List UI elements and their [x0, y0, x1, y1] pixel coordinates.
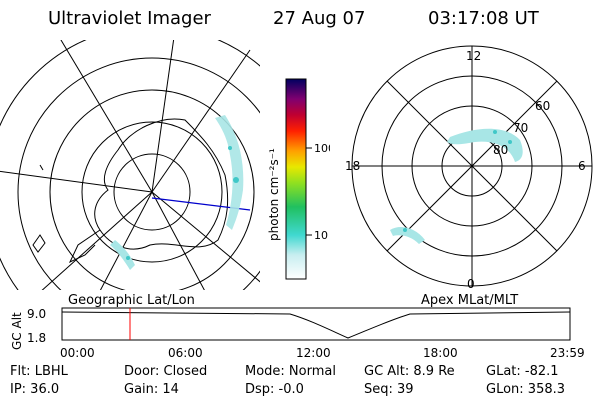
altitude-plot: GC Alt 9.0 1.8	[10, 307, 571, 350]
status-door: Door: Closed	[124, 364, 208, 379]
lat-circle-80	[113, 153, 191, 231]
status-seq: Seq: 39	[364, 382, 414, 397]
time-tick-2359: 23:59	[550, 346, 585, 360]
alt-tick-9: 9.0	[27, 307, 46, 321]
colorbar-unit-label: photon cm⁻²s⁻¹	[267, 148, 281, 241]
geo-panel-label: Geographic Lat/Lon	[68, 293, 195, 308]
mag-panel-label: Apex MLat/MLT	[421, 293, 519, 308]
mlat-label-80: 80	[493, 143, 508, 157]
status-gain: Gain: 14	[124, 382, 179, 397]
status-flt: Flt: LBHL	[10, 364, 68, 379]
lat-circle-50	[17, 57, 260, 290]
status-dsp: Dsp: -0.0	[245, 382, 304, 397]
status-ip: IP: 36.0	[10, 382, 60, 397]
altitude-curve	[61, 311, 571, 339]
instrument-title: Ultraviolet Imager	[48, 8, 211, 29]
time-tick-0000: 00:00	[60, 346, 95, 360]
time-tick-0600: 06:00	[168, 346, 203, 360]
time-label: 03:17:08 UT	[428, 8, 539, 29]
mlt-label-18: 18	[345, 159, 360, 173]
mlat-label-60: 60	[535, 99, 550, 113]
time-tick-1200: 12:00	[296, 346, 331, 360]
status-glat: GLat: -82.1	[486, 364, 559, 379]
altitude-axis-label: GC Alt	[10, 312, 24, 350]
lat-circle-70	[81, 121, 223, 263]
mlt-label-12: 12	[466, 49, 481, 63]
status-gc-alt: GC Alt: 8.9 Re	[364, 364, 455, 379]
date-label: 27 Aug 07	[273, 8, 366, 29]
colorbar: 100 10 photon cm⁻²s⁻¹	[267, 78, 330, 280]
colorbar-tick-10: 10	[314, 229, 328, 242]
geographic-map	[0, 40, 260, 290]
aurora-emission-mag	[390, 128, 523, 244]
mlt-label-0: 0	[467, 277, 475, 291]
altitude-plot-frame	[61, 307, 571, 341]
status-glon: GLon: 358.3	[486, 382, 566, 397]
aurora-emission	[110, 115, 244, 270]
colorbar-tick-100: 100	[314, 142, 330, 155]
time-tick-1800: 18:00	[423, 346, 458, 360]
mlt-label-6: 6	[578, 159, 586, 173]
status-mode: Mode: Normal	[245, 364, 336, 379]
mlat-label-70: 70	[513, 121, 528, 135]
alt-tick-1-8: 1.8	[27, 331, 46, 345]
lat-circle-60	[49, 89, 255, 290]
magnetic-map: 12 18 6 0 60 70 80	[345, 45, 593, 291]
